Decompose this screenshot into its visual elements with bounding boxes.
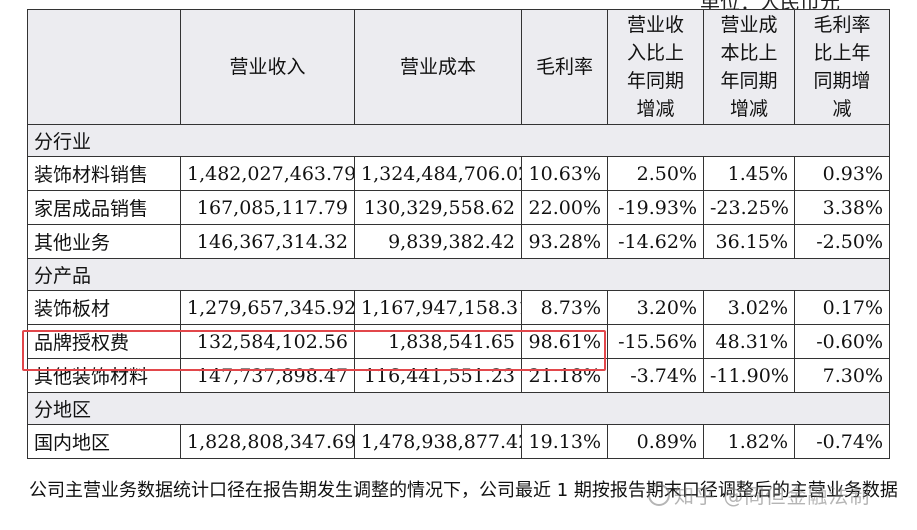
section-title: 分地区 [27,392,890,425]
cell-margin: 19.13% [521,424,608,459]
cell-margin: 93.28% [521,224,608,259]
cell-cost-chg: -11.90% [703,358,795,393]
watermark: 知乎 @冏但金融法制 [648,480,870,509]
row-label: 品牌授权费 [27,324,181,359]
cell-rev-chg: 3.20% [607,290,704,325]
header-row: 营业收入 营业成本 毛利率 营业收 入比上 年同期 增减 营业成 本比上 年同期 增减 毛利… [27,9,890,125]
cell-margin-chg: 0.93% [794,156,890,191]
cell-cost-chg: 1.45% [703,156,795,191]
row-label: 其他业务 [27,224,181,259]
watermark-logo-icon [648,484,670,506]
cell-rev-chg: -19.93% [607,190,704,225]
header-revenue: 营业收入 [180,9,355,125]
cell-cost: 9,839,382.42 [354,224,522,259]
cell-cost-chg: 36.15% [703,224,795,259]
cell-rev-chg: -14.62% [607,224,704,259]
cell-revenue: 167,085,117.79 [180,190,355,225]
footnote: 公司主营业务数据统计口径在报告期发生调整的情况下，公司最近 1 期按报告期末口径… [29,480,898,501]
cell-margin-chg: 7.30% [794,358,890,393]
cell-revenue: 1,482,027,463.79 [180,156,355,191]
cell-margin-chg: -0.60% [794,324,890,359]
header-margin: 毛利率 [521,9,608,125]
row-label: 装饰材料销售 [27,156,181,191]
cell-rev-chg: -3.74% [607,358,704,393]
cell-revenue: 1,828,808,347.69 [180,424,355,459]
watermark-text: 知乎 @冏但金融法制 [674,484,871,508]
cell-margin: 21.18% [521,358,608,393]
table-row: 其他业务 146,367,314.32 9,839,382.42 93.28% -14.… [27,224,890,259]
cell-rev-chg: 2.50% [607,156,704,191]
table-row: 装饰材料销售 1,482,027,463.79 1,324,484,706.02 10… [27,156,890,191]
cell-margin: 98.61% [521,324,608,359]
cell-cost: 1,324,484,706.02 [354,156,522,191]
table-row: 家居成品销售 167,085,117.79 130,329,558.62 22.00%… [27,190,890,225]
cell-cost: 1,478,938,877.42 [354,424,522,459]
cell-rev-chg: 0.89% [607,424,704,459]
row-label: 装饰板材 [27,290,181,325]
row-label: 家居成品销售 [27,190,181,225]
cell-cost: 116,441,551.23 [354,358,522,393]
cell-cost: 1,838,541.65 [354,324,522,359]
cell-margin-chg: 0.17% [794,290,890,325]
cell-cost: 130,329,558.62 [354,190,522,225]
header-cost: 营业成本 [354,9,522,125]
table-row: 品牌授权费 132,584,102.56 1,838,541.65 98.61% -15… [27,324,890,359]
table-row: 国内地区 1,828,808,347.69 1,478,938,877.42 19.1… [27,424,890,459]
cell-cost-chg: 48.31% [703,324,795,359]
section-row: 分地区 [27,392,890,425]
cell-revenue: 146,367,314.32 [180,224,355,259]
cell-cost: 1,167,947,158.31 [354,290,522,325]
cell-cost-chg: 1.82% [703,424,795,459]
cell-revenue: 147,737,898.47 [180,358,355,393]
cell-margin: 10.63% [521,156,608,191]
cell-margin: 22.00% [521,190,608,225]
table-row: 其他装饰材料 147,737,898.47 116,441,551.23 21.18%… [27,358,890,393]
cell-margin-chg: 3.38% [794,190,890,225]
section-row: 分产品 [27,258,890,291]
header-cell [27,9,181,125]
cell-revenue: 132,584,102.56 [180,324,355,359]
cell-margin: 8.73% [521,290,608,325]
row-label: 其他装饰材料 [27,358,181,393]
header-cost-change: 营业成 本比上 年同期 增减 [703,9,795,125]
section-title: 分行业 [27,124,890,157]
cell-cost-chg: -23.25% [703,190,795,225]
cell-revenue: 1,279,657,345.92 [180,290,355,325]
header-margin-change: 毛利率 比上年 同期增减 [794,9,890,125]
header-revenue-change: 营业收 入比上 年同期 增减 [607,9,704,125]
section-title: 分产品 [27,258,890,291]
table-body: 营业收入 营业成本 毛利率 营业收 入比上 年同期 增减 营业成 本比上 年同期 增减 毛利… [27,9,890,459]
row-label: 国内地区 [27,424,181,459]
table-row: 装饰板材 1,279,657,345.92 1,167,947,158.31 8.73… [27,290,890,325]
cell-cost-chg: 3.02% [703,290,795,325]
cell-rev-chg: -15.56% [607,324,704,359]
section-row: 分行业 [27,124,890,157]
financial-table: 营业收入 营业成本 毛利率 营业收 入比上 年同期 增减 营业成 本比上 年同期 增减 毛利… [27,9,890,459]
cell-margin-chg: -0.74% [794,424,890,459]
cell-margin-chg: -2.50% [794,224,890,259]
